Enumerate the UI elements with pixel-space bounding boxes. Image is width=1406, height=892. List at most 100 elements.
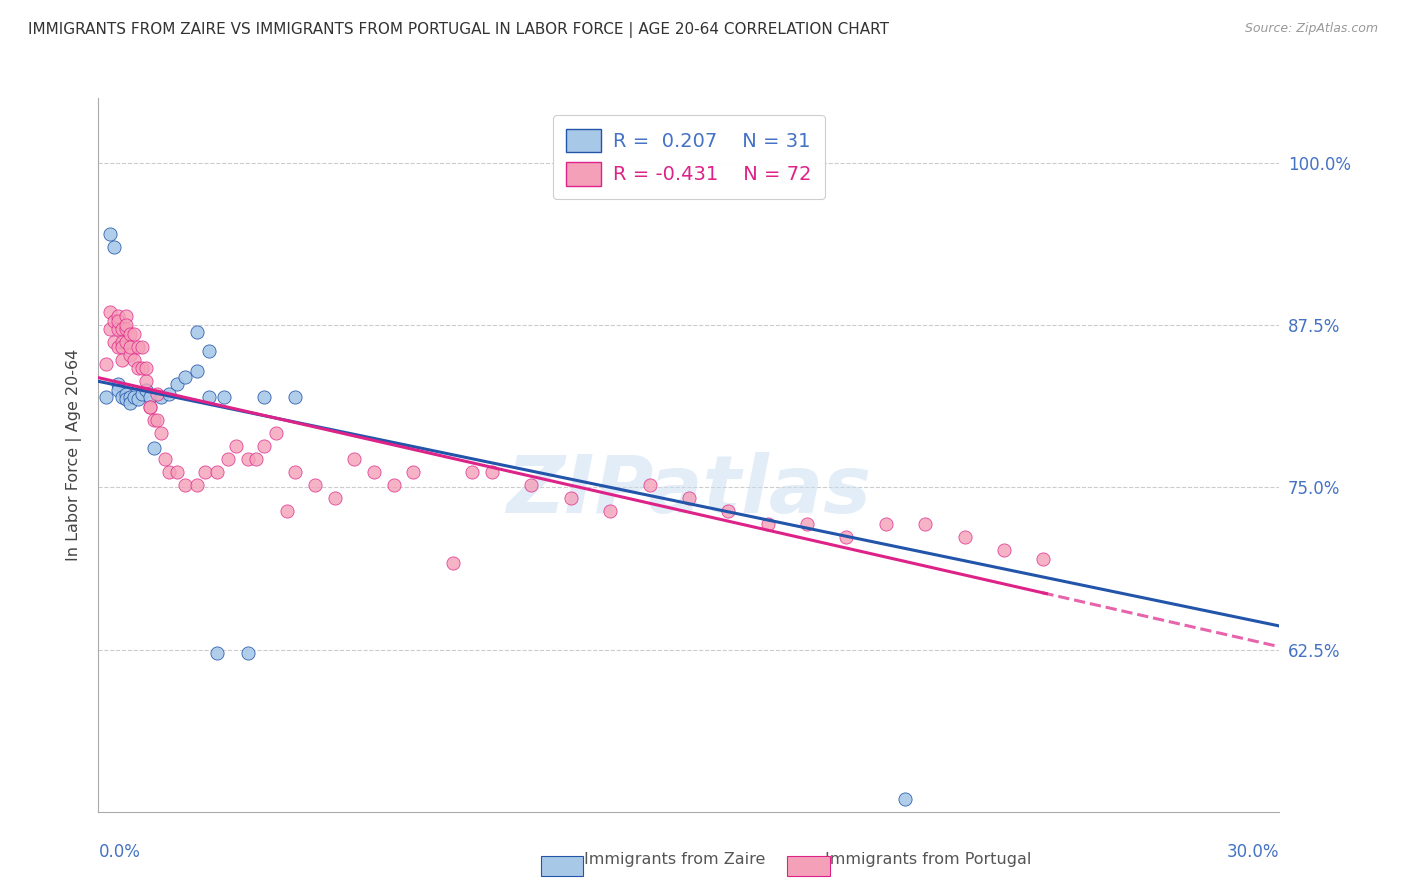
Point (441, 556, 464, 570)
Point (122, 327, 145, 342)
Point (402, 465, 425, 479)
Point (103, 334, 125, 349)
Point (205, 647, 228, 661)
Point (343, 451, 366, 466)
Point (197, 390, 219, 404)
Point (98, 322, 121, 336)
Legend: R =  0.207    N = 31, R = -0.431    N = 72: R = 0.207 N = 31, R = -0.431 N = 72 (553, 115, 825, 200)
Point (115, 392, 138, 406)
Text: 30.0%: 30.0% (1227, 843, 1279, 861)
Point (914, 516, 936, 531)
Point (520, 477, 543, 491)
Point (253, 439, 276, 453)
Point (993, 542, 1015, 557)
Point (127, 361, 149, 376)
Point (953, 530, 976, 544)
Point (253, 390, 276, 404)
Point (894, 791, 917, 805)
Point (96, 390, 118, 404)
Point (111, 322, 134, 336)
Y-axis label: In Labor Force | Age 20-64: In Labor Force | Age 20-64 (66, 349, 83, 561)
Point (1032, 551, 1054, 566)
Point (131, 387, 153, 401)
Text: IMMIGRANTS FROM ZAIRE VS IMMIGRANTS FROM PORTUGAL IN LABOR FORCE | AGE 20-64 COR: IMMIGRANTS FROM ZAIRE VS IMMIGRANTS FROM… (28, 22, 889, 38)
Point (115, 318, 138, 333)
Point (98, 305, 121, 319)
Point (118, 390, 141, 404)
Point (127, 340, 149, 354)
Point (107, 383, 129, 397)
Point (115, 322, 138, 336)
Point (118, 396, 141, 410)
Point (157, 387, 180, 401)
Point (107, 322, 129, 336)
Point (135, 361, 157, 376)
Point (284, 465, 307, 479)
Point (150, 425, 173, 440)
Point (157, 465, 180, 479)
Point (98, 227, 121, 242)
Point (146, 387, 169, 401)
Point (481, 465, 503, 479)
Point (127, 392, 149, 406)
Point (461, 465, 484, 479)
Text: Source: ZipAtlas.com: Source: ZipAtlas.com (1244, 22, 1378, 36)
Text: Immigrants from Zaire: Immigrants from Zaire (583, 852, 766, 867)
Point (138, 390, 160, 404)
Point (122, 390, 145, 404)
Point (131, 361, 153, 376)
Point (560, 491, 582, 505)
Point (142, 413, 165, 427)
Point (197, 344, 219, 359)
Point (776, 169, 799, 183)
Point (138, 400, 160, 414)
Point (194, 465, 217, 479)
Point (111, 334, 134, 349)
Point (236, 451, 259, 466)
Point (118, 327, 141, 342)
Point (146, 413, 169, 427)
Point (150, 390, 173, 404)
Point (111, 390, 134, 404)
Point (756, 516, 779, 531)
Point (214, 390, 236, 404)
Point (135, 383, 157, 397)
Text: ZIPatlas: ZIPatlas (506, 451, 872, 530)
Point (166, 465, 188, 479)
Point (796, 516, 818, 531)
Point (678, 491, 700, 505)
Point (107, 376, 129, 391)
Point (118, 340, 141, 354)
Point (131, 340, 153, 354)
Point (115, 387, 138, 401)
Point (107, 340, 129, 354)
Point (174, 370, 197, 384)
Point (107, 309, 129, 323)
Text: 0.0%: 0.0% (98, 843, 141, 861)
Point (875, 516, 897, 531)
Point (638, 477, 661, 491)
Point (111, 340, 134, 354)
Point (96, 357, 118, 371)
Point (186, 363, 208, 377)
Point (245, 451, 267, 466)
Point (717, 504, 740, 518)
Point (382, 477, 405, 491)
Point (276, 504, 298, 518)
Point (122, 353, 145, 368)
Point (107, 314, 129, 328)
Point (118, 348, 141, 362)
Point (111, 353, 134, 368)
Point (304, 477, 326, 491)
Point (225, 439, 247, 453)
Point (205, 465, 228, 479)
Point (217, 451, 239, 466)
Point (363, 465, 385, 479)
Point (186, 325, 208, 339)
Point (103, 314, 125, 328)
Point (323, 491, 346, 505)
Text: Immigrants from Portugal: Immigrants from Portugal (825, 852, 1031, 867)
Point (103, 240, 125, 254)
Point (166, 376, 188, 391)
Point (115, 334, 138, 349)
